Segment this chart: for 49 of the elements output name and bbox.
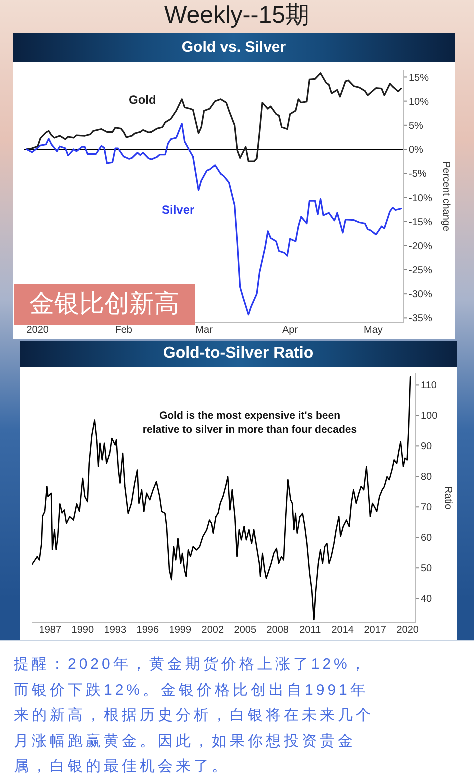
y-tick-label: -20%	[409, 241, 432, 252]
x-tick-label: 2011	[300, 625, 322, 636]
x-tick-label: Apr	[282, 325, 299, 336]
line-series	[32, 376, 412, 621]
y-tick-label: 5%	[409, 120, 424, 132]
line-series	[26, 123, 402, 316]
annotation: 金银比创新高	[14, 284, 195, 325]
x-tick-label: 1999	[169, 625, 192, 636]
y-tick-label: 110	[421, 380, 438, 392]
annotation: Gold is the most expensive it's been relative to silver in more than four decades	[142, 409, 358, 437]
x-tick-label: 2020	[26, 325, 50, 336]
x-tick-label: 2008	[266, 625, 290, 636]
x-tick-label: 2017	[364, 625, 387, 636]
y-tick-label: -30%	[409, 290, 432, 301]
y-tick-label: 80	[421, 472, 433, 484]
y-tick-label: 40	[421, 594, 433, 606]
x-tick-label: May	[364, 325, 383, 336]
y-tick-label: 70	[421, 502, 433, 514]
y-axis-title: Ratio	[442, 486, 454, 510]
y-tick-label: -35%	[409, 314, 432, 325]
y-tick-label: -15%	[409, 217, 432, 228]
series-label: Silver	[162, 203, 195, 217]
x-tick-label: 1996	[136, 625, 160, 636]
x-tick-label: 1993	[104, 625, 127, 636]
y-axis-title: Percent change	[440, 161, 452, 232]
x-tick-label: 2002	[202, 625, 224, 636]
chart-title: Gold vs. Silver	[13, 33, 455, 62]
x-tick-label: 2005	[234, 625, 257, 636]
y-tick-label: -5%	[409, 169, 427, 180]
y-tick-label: 60	[421, 533, 433, 544]
chart-title: Gold-to-Silver Ratio	[20, 341, 457, 367]
x-tick-label: Feb	[115, 325, 133, 336]
y-tick-label: -10%	[409, 193, 432, 204]
y-tick-label: 10%	[409, 96, 430, 108]
line-series	[26, 72, 402, 162]
y-tick-label: 15%	[409, 72, 430, 84]
text: Weekly--15期	[164, 1, 310, 31]
x-tick-label: 2014	[332, 625, 354, 636]
y-tick-label: 50	[421, 564, 433, 575]
y-tick-label: 0%	[409, 145, 424, 156]
y-tick-label: -25%	[409, 266, 432, 277]
x-tick-label: Mar	[196, 325, 214, 336]
x-tick-label: 1987	[39, 625, 62, 636]
series-label: Gold	[129, 93, 156, 107]
text: 提醒：2020年，黄金期货价格上涨了12%，而银价下跌12%。金银价格比创出自1991年来的新高，根据历史分析，白银将在未来几个月涨幅跑赢黄金。因此，如果你想投资贵金属，白银的最佳机会来了。	[14, 655, 375, 777]
x-tick-label: 2020	[396, 625, 420, 636]
y-tick-label: 100	[421, 411, 438, 422]
x-tick-label: 1990	[72, 625, 94, 636]
y-tick-label: 90	[421, 442, 433, 453]
